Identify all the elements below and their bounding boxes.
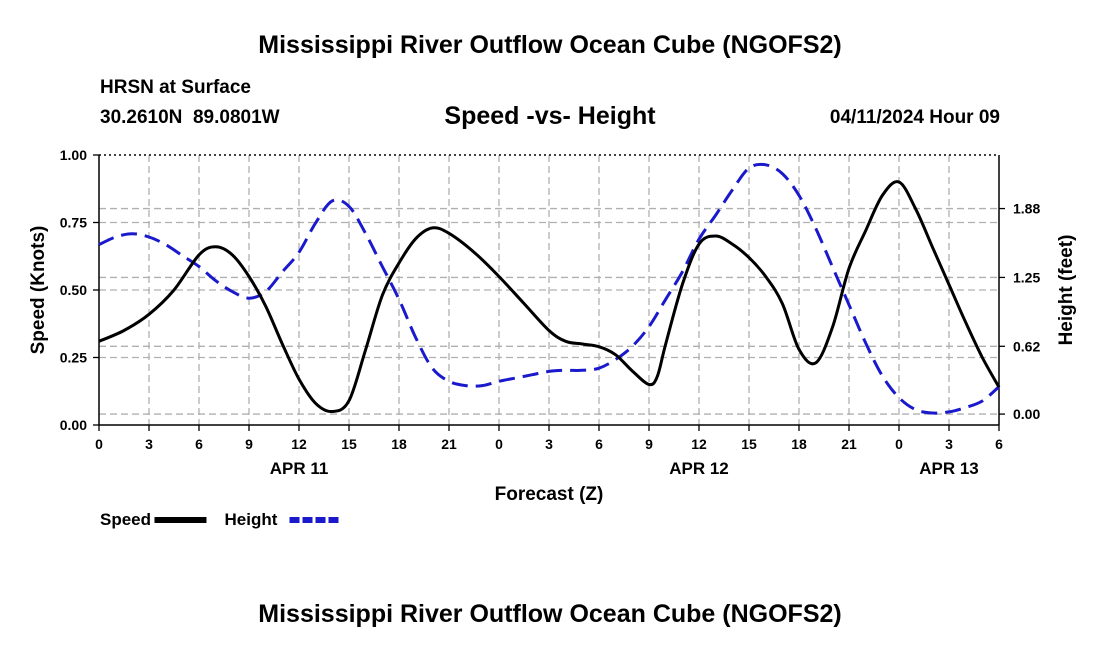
x-tick-label: 6	[995, 436, 1003, 452]
x-tick-label: 6	[595, 436, 603, 452]
x-tick-label: 0	[495, 436, 503, 452]
chart-subtitle: Speed -vs- Height	[444, 102, 656, 130]
x-tick-label: 12	[291, 436, 307, 452]
x-tick-label: 3	[545, 436, 553, 452]
x-tick-label: 3	[945, 436, 953, 452]
y2-tick-label: 0.00	[1013, 406, 1040, 422]
y-tick-label: 0.50	[60, 282, 87, 298]
x-tick-label: 15	[341, 436, 357, 452]
x-tick-label: 9	[645, 436, 653, 452]
station-label: HRSN at Surface	[100, 77, 251, 98]
x-tick-label: 0	[95, 436, 103, 452]
x-tick-label: 0	[895, 436, 903, 452]
x-tick-label: 15	[741, 436, 757, 452]
y-tick-label: 0.75	[60, 215, 87, 231]
x-tick-label: 6	[195, 436, 203, 452]
coordinates-label: 30.2610N 89.0801W	[100, 107, 280, 128]
y-tick-label: 1.00	[60, 147, 87, 163]
y2-axis-title: Height (feet)	[1056, 235, 1077, 346]
y-tick-label: 0.00	[60, 417, 87, 433]
speed-series-line	[98, 180, 1001, 414]
y-axis-title: Speed (Knots)	[28, 226, 49, 355]
y2-tick-label: 1.88	[1013, 201, 1040, 217]
x-tick-label: 12	[691, 436, 707, 452]
y2-tick-label: 1.25	[1013, 269, 1040, 285]
y2-tick-label: 0.62	[1013, 338, 1040, 354]
date-label: APR 13	[919, 459, 979, 478]
x-tick-label: 21	[841, 436, 857, 452]
x-tick-label: 9	[245, 436, 253, 452]
x-tick-label: 18	[791, 436, 807, 452]
legend-label: Height	[225, 510, 278, 529]
y-tick-label: 0.25	[60, 350, 87, 366]
page-title: Mississippi River Outflow Ocean Cube (NG…	[258, 31, 842, 59]
date-label: APR 12	[669, 459, 729, 478]
height-series-line	[98, 162, 1000, 415]
x-tick-label: 3	[145, 436, 153, 452]
x-tick-label: 21	[441, 436, 457, 452]
date-label: APR 11	[270, 459, 329, 478]
speed-height-chart: 0 3 6 9 12 15 18 21 0 3 6 9 12 15 18 21 0 3 6 APR 11 APR 12 A…	[28, 147, 1077, 529]
forecast-date-label: 04/11/2024 Hour 09	[829, 107, 1000, 128]
x-axis-title: Forecast (Z)	[495, 484, 604, 505]
footer-title: Mississippi River Outflow Ocean Cube (NG…	[258, 600, 842, 628]
legend-label: Speed	[100, 510, 151, 529]
x-tick-label: 18	[391, 436, 407, 452]
